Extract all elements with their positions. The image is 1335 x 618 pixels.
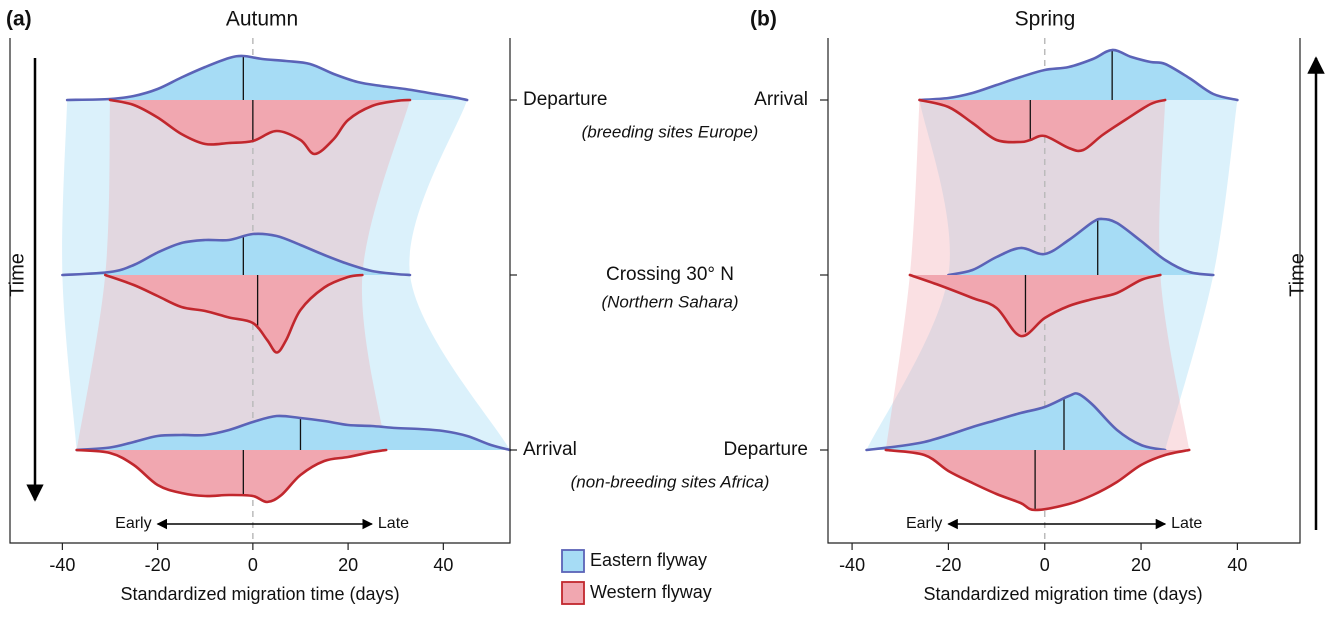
x-tick-label: -40 bbox=[49, 555, 75, 575]
legend-swatch bbox=[561, 549, 585, 573]
density-outline bbox=[884, 448, 1191, 512]
panel: -40 -20 0 20 40 Standardized migration time (… bbox=[724, 8, 1325, 604]
axis-frame bbox=[827, 38, 1301, 544]
x-tick-label: 0 bbox=[1040, 555, 1050, 575]
late-label: Late bbox=[1171, 515, 1202, 532]
density-fill bbox=[866, 393, 1166, 450]
panel-title: Spring bbox=[1015, 8, 1076, 31]
density-outline bbox=[61, 232, 412, 277]
density-fill bbox=[67, 55, 468, 100]
stage-note: (Northern Sahara) bbox=[601, 292, 738, 311]
x-tick-label: 40 bbox=[433, 555, 453, 575]
panel-label: (b) bbox=[750, 8, 777, 31]
x-tick-label: 20 bbox=[338, 555, 358, 575]
stage-label: Arrival bbox=[754, 89, 808, 110]
density-fill bbox=[62, 233, 410, 275]
stage-label: Crossing 30° N bbox=[606, 264, 734, 285]
density-outline bbox=[103, 273, 364, 354]
stage-label: Departure bbox=[724, 439, 809, 460]
x-axis-label: Standardized migration time (days) bbox=[120, 584, 399, 604]
x-tick-label: -20 bbox=[145, 555, 171, 575]
density-outline bbox=[947, 217, 1215, 277]
density-fill bbox=[919, 100, 1166, 151]
time-label: Time bbox=[6, 253, 28, 297]
stage-note: (non-breeding sites Africa) bbox=[571, 472, 770, 491]
density-outline bbox=[918, 98, 1167, 153]
density-fill bbox=[110, 100, 410, 155]
density-fill bbox=[105, 275, 363, 353]
legend-swatch bbox=[561, 581, 585, 605]
x-tick-label: 0 bbox=[248, 555, 258, 575]
panel-title: Autumn bbox=[226, 8, 298, 31]
density-outline bbox=[918, 48, 1239, 102]
x-tick-label: -40 bbox=[839, 555, 865, 575]
panel: -40 -20 0 20 40 Standardized migration time (… bbox=[6, 8, 770, 605]
legend-label: Western flyway bbox=[590, 582, 712, 602]
legend-label: Eastern flyway bbox=[590, 550, 707, 570]
density-outline bbox=[865, 392, 1167, 452]
axis-frame bbox=[9, 38, 511, 544]
late-label: Late bbox=[378, 515, 409, 532]
panel-label: (a) bbox=[6, 8, 32, 31]
density-outline bbox=[75, 448, 388, 504]
early-label: Early bbox=[906, 515, 942, 532]
early-label: Early bbox=[115, 515, 151, 532]
density-outline bbox=[108, 98, 412, 156]
x-tick-label: 40 bbox=[1227, 555, 1247, 575]
x-tick-label: 20 bbox=[1131, 555, 1151, 575]
density-fill bbox=[909, 275, 1161, 337]
density-outline bbox=[65, 54, 469, 102]
x-tick-label: -20 bbox=[935, 555, 961, 575]
density-fill bbox=[948, 218, 1214, 275]
x-axis-label: Standardized migration time (days) bbox=[923, 584, 1202, 604]
density-fill bbox=[885, 450, 1190, 511]
density-fill bbox=[919, 49, 1238, 100]
stage-label: Arrival bbox=[523, 439, 577, 460]
density-outline bbox=[75, 414, 512, 452]
stage-note: (breeding sites Europe) bbox=[582, 122, 759, 141]
density-outline bbox=[908, 273, 1162, 338]
time-label: Time bbox=[1286, 253, 1308, 297]
stage-label: Departure bbox=[523, 89, 608, 110]
density-fill bbox=[76, 450, 387, 503]
density-fill bbox=[76, 415, 511, 450]
